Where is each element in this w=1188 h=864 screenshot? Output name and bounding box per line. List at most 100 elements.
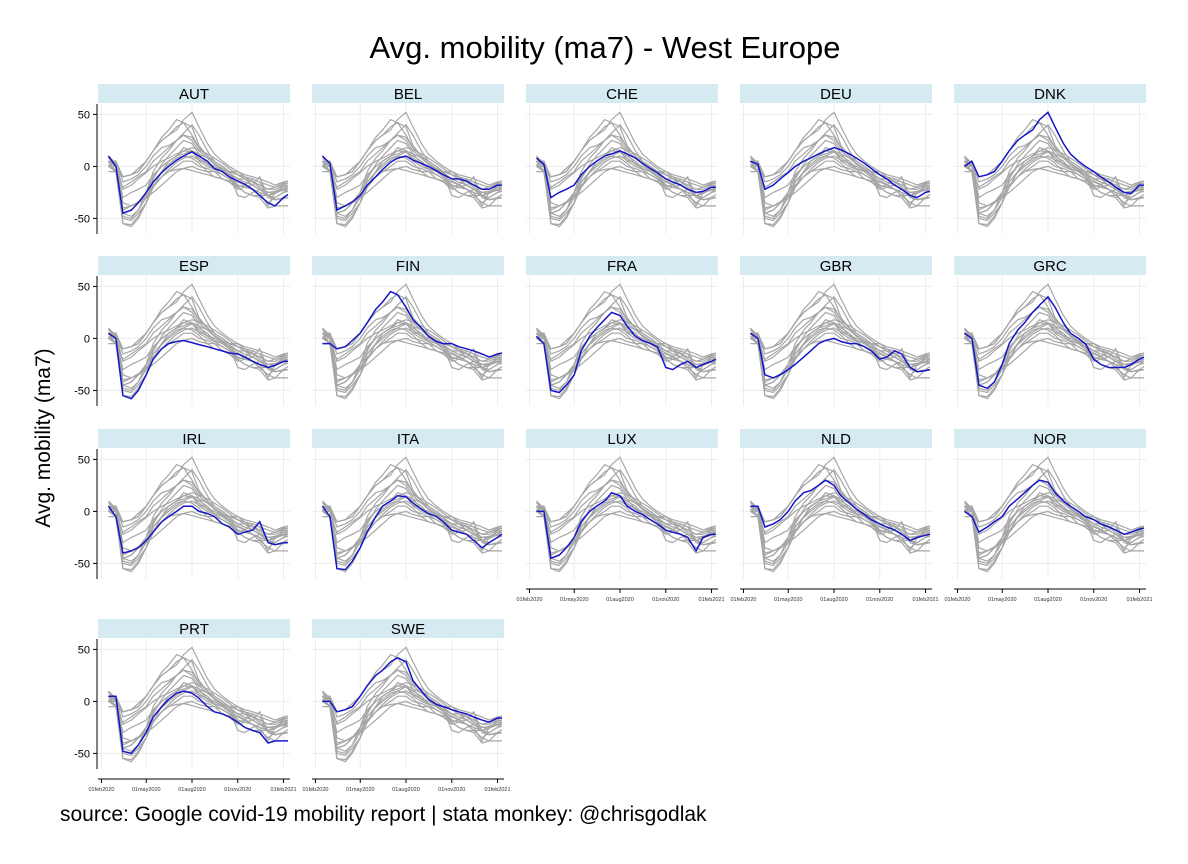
panel-strip-label: AUT [179,86,209,103]
x-tick-label: 01aug2020 [606,597,634,603]
series-line-swe [750,467,930,533]
series-line-lux [322,146,502,215]
series-line-prt [108,155,288,220]
series-line-swe [322,294,502,360]
highlight-line-irl [107,505,288,554]
y-tick-label: 0 [84,696,90,708]
series-line-nor [964,134,1145,190]
x-tick-label: 01feb2020 [730,597,756,603]
series-line-lux [536,318,716,387]
series-line-nor [750,306,931,362]
series-line-swe [536,122,716,188]
series-line-swe [322,467,502,533]
panel-gbr: GBR [740,256,932,406]
series-line-nld [108,669,289,732]
series-line-nld [964,306,1145,369]
x-tick-label: 01aug2020 [392,787,420,793]
series-line-nor [108,134,289,190]
series-line-nor [108,479,289,535]
series-line-ita [963,495,1145,571]
series-line-prt [322,327,502,392]
panel-strip-label: GRC [1033,258,1067,275]
panel-strip-label: BEL [394,86,422,103]
series-line-ita [749,150,931,226]
panel-strip [98,619,290,638]
series-line-nld [536,479,717,542]
panel-strip-label: LUX [607,431,636,448]
panel-strip [954,84,1146,103]
y-tick-label: 50 [78,454,90,466]
series-line-ita [107,495,289,571]
series-line-swe [964,294,1144,360]
series-line-swe [108,657,288,723]
panel-aut: AUT 50 0 -50 [74,84,290,234]
panel-strip-label: CHE [606,86,638,103]
highlight-line-lux [536,491,716,560]
series-line-nor [536,306,717,362]
x-tick-label: 01aug2020 [1034,597,1062,603]
highlight-line-fra [535,311,717,394]
series-line-prt [964,155,1144,220]
series-line-ita [107,685,289,761]
series-line-nld [108,134,289,197]
highlight-line-ita [321,495,503,571]
y-tick-label: -50 [74,385,90,397]
x-tick-label: 01feb2020 [302,787,328,793]
series-line-prt [536,500,716,565]
series-line-swe [108,467,288,533]
panel-deu: DEU [740,84,932,234]
series-line-prt [536,327,716,392]
series-line-swe [536,294,716,360]
panel-strip-label: FRA [607,258,637,275]
panel-strip [740,429,932,448]
highlight-line-deu [750,146,931,199]
panel-strip-label: PRT [179,621,209,638]
x-tick-label: 01feb2021 [271,787,297,793]
panel-dnk: DNK [954,84,1146,234]
panel-strip-label: IRL [182,431,205,448]
series-line-ita [963,150,1145,226]
series-line-prt [750,327,930,392]
x-tick-label: 01feb2020 [88,787,114,793]
series-line-prt [964,500,1144,565]
y-tick-label: -50 [74,213,90,225]
panel-ita: ITA [312,429,504,579]
series-line-nld [322,669,503,732]
panel-strip [740,84,932,103]
panel-strip [526,256,718,275]
panel-strip-label: ITA [397,431,419,448]
panel-strip-label: ESP [179,258,209,275]
series-line-prt [322,155,502,220]
series-line-nld [108,479,289,542]
x-tick-label: 01nov2020 [866,597,893,603]
highlight-line-che [535,149,716,199]
highlight-line-esp [107,332,288,400]
panel-swe: SWE 01feb2020 01may2020 01aug2020 01nov2020 0… [302,619,511,793]
panel-strip [954,429,1146,448]
panel-strip [312,256,504,275]
panel-strip [526,84,718,103]
series-line-swe [750,122,930,188]
series-line-ita [535,150,717,226]
series-line-prt [536,155,716,220]
series-line-nld [322,479,503,542]
panel-strip-label: NLD [821,431,851,448]
y-tick-label: 50 [78,644,90,656]
y-tick-label: -50 [74,558,90,570]
series-line-swe [536,467,716,533]
series-line-nor [750,479,931,535]
highlight-line-gbr [749,332,931,379]
series-line-lux [750,491,930,560]
x-tick-label: 01aug2020 [178,787,206,793]
series-line-lux [108,681,288,750]
series-line-lux [322,318,502,387]
x-tick-label: 01nov2020 [224,787,251,793]
series-line-swe [108,122,288,188]
series-line-prt [750,155,930,220]
series-line-prt [322,690,502,755]
panel-strip [312,84,504,103]
series-line-nor [322,479,503,535]
series-line-prt [108,327,288,392]
panel-strip [740,256,932,275]
